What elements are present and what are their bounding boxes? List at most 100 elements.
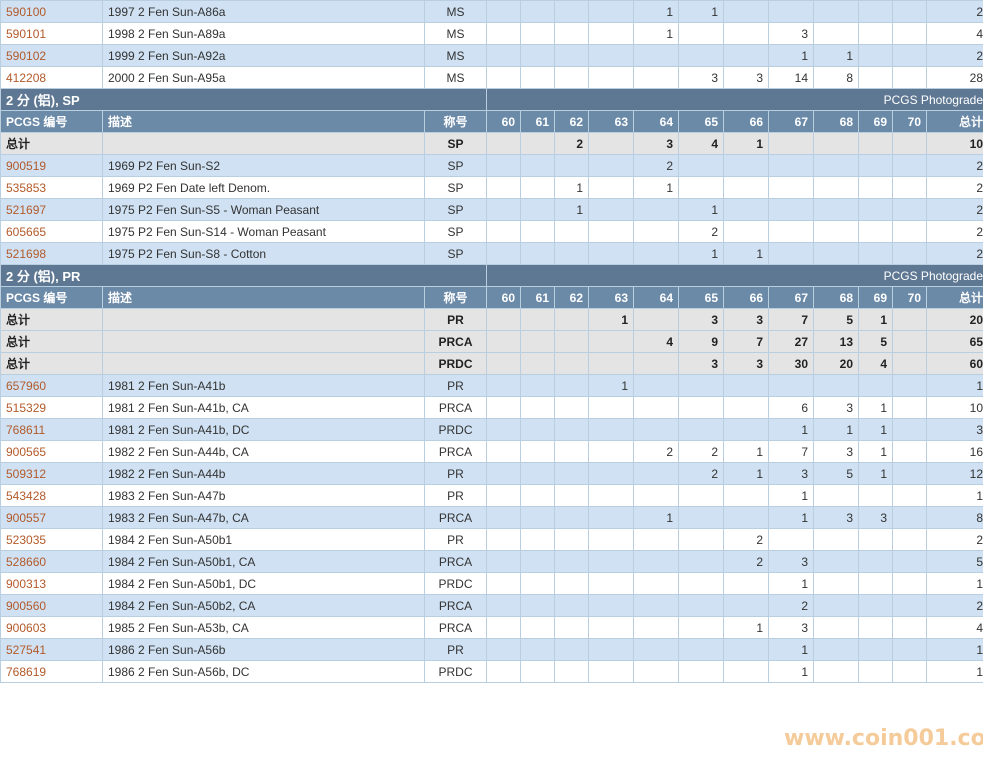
grade-count-cell [892,484,927,507]
grade-count-cell [892,594,927,617]
grade-count-cell [633,242,679,265]
totals-grade-cell [588,330,634,353]
pcgs-number-link[interactable]: 590101 [6,26,47,41]
pcgs-number-cell: 900565 [0,440,103,463]
grade-count-cell: 1 [554,198,589,221]
table-row: 768611 1981 2 Fen Sun-A41b, DC PRDC 1 1 1 3 [0,418,983,441]
description-cell: 1982 2 Fen Sun-A44b [102,462,425,485]
grade-count-cell [892,528,927,551]
grade-count-cell [723,44,769,67]
pcgs-number-link[interactable]: 900557 [6,510,47,525]
totals-grade-cell: 3 [723,308,769,331]
grade-count-cell [678,528,724,551]
grade-count-cell [633,594,679,617]
totals-row: 总计 PRDC 3 3 30 20 4 60 [0,352,983,375]
column-header-grade: 69 [858,286,893,309]
grade-count-cell [486,22,521,45]
totals-grade-cell [813,132,859,155]
pcgs-number-link[interactable]: 412208 [6,70,47,85]
pcgs-number-link[interactable]: 521698 [6,246,47,261]
designation-cell: PR [424,484,487,507]
pcgs-number-link[interactable]: 768611 [6,422,46,437]
grade-count-cell [768,0,814,23]
table-row: 900603 1985 2 Fen Sun-A53b, CA PRCA 1 3 4 [0,616,983,639]
pcgs-number-link[interactable]: 509312 [6,466,47,481]
grade-count-cell: 1 [858,462,893,485]
totals-grade-cell: 1 [723,132,769,155]
totals-grade-cell: 1 [588,308,634,331]
pcgs-number-cell: 412208 [0,66,103,89]
pcgs-number-link[interactable]: 527541 [6,642,47,657]
grade-count-cell [588,22,634,45]
grade-count-cell [588,484,634,507]
grade-count-cell [520,220,555,243]
grade-count-cell [723,506,769,529]
grade-count-cell [892,550,927,573]
pcgs-number-link[interactable]: 535853 [6,180,47,195]
pcgs-number-link[interactable]: 521697 [6,202,47,217]
section-title: 2 分 (铝), SP [0,88,487,111]
grade-count-cell: 3 [813,440,859,463]
totals-grade-cell: 7 [723,330,769,353]
pcgs-number-link[interactable]: 605665 [6,224,47,239]
description-cell: 1984 2 Fen Sun-A50b2, CA [102,594,425,617]
grade-count-cell [520,66,555,89]
totals-grade-cell: 9 [678,330,724,353]
column-header-grade: 63 [588,286,634,309]
grade-count-cell [813,176,859,199]
section-header: 2 分 (铝), SP PCGS Photograde [0,88,983,111]
description-cell: 1984 2 Fen Sun-A50b1, CA [102,550,425,573]
photograde-link[interactable]: PCGS Photograde [486,88,983,111]
grade-count-cell [858,22,893,45]
totals-grade-cell [520,132,555,155]
pcgs-number-link[interactable]: 900519 [6,158,47,173]
pcgs-number-link[interactable]: 768619 [6,664,47,679]
designation-cell: MS [424,66,487,89]
grade-count-cell [520,594,555,617]
grade-count-cell [554,66,589,89]
grade-count-cell [633,528,679,551]
pcgs-number-link[interactable]: 528660 [6,554,47,569]
pcgs-number-link[interactable]: 523035 [6,532,47,547]
pcgs-number-cell: 509312 [0,462,103,485]
grade-count-cell [858,484,893,507]
grade-count-cell [554,572,589,595]
description-cell: 1981 2 Fen Sun-A41b, DC [102,418,425,441]
row-total-cell: 2 [926,198,983,221]
pcgs-number-link[interactable]: 515329 [6,400,47,415]
totals-grade-cell: 30 [768,352,814,375]
grade-count-cell [486,638,521,661]
grade-count-cell [858,550,893,573]
grade-count-cell [520,242,555,265]
pcgs-number-link[interactable]: 590100 [6,4,47,19]
pcgs-number-link[interactable]: 590102 [6,48,47,63]
grade-count-cell [723,0,769,23]
description-cell: 1983 2 Fen Sun-A47b, CA [102,506,425,529]
population-table-body: 590100 1997 2 Fen Sun-A86a MS 1 1 2 590101 1998… [0,0,983,683]
pcgs-number-link[interactable]: 900560 [6,598,47,613]
totals-spacer [102,308,425,331]
table-row: 528660 1984 2 Fen Sun-A50b1, CA PRCA 2 3 5 [0,550,983,573]
totals-grade-cell [892,132,927,155]
pcgs-number-link[interactable]: 543428 [6,488,47,503]
pcgs-number-cell: 768619 [0,660,103,683]
grade-count-cell [813,638,859,661]
pcgs-number-link[interactable]: 900603 [6,620,47,635]
grade-count-cell [520,198,555,221]
grade-count-cell [892,220,927,243]
column-header-designation: 称号 [424,110,487,133]
pcgs-number-cell: 900313 [0,572,103,595]
designation-cell: PRCA [424,506,487,529]
table-row: 535853 1969 P2 Fen Date left Denom. SP 1 1 2 [0,176,983,199]
pcgs-number-link[interactable]: 900565 [6,444,47,459]
grade-count-cell [554,484,589,507]
photograde-link[interactable]: PCGS Photograde [486,264,983,287]
grade-count-cell [768,220,814,243]
grade-count-cell [554,594,589,617]
grade-count-cell [858,176,893,199]
grade-count-cell [723,594,769,617]
pcgs-number-link[interactable]: 900313 [6,576,47,591]
column-header-grade: 61 [520,110,555,133]
grade-count-cell [858,198,893,221]
pcgs-number-link[interactable]: 657960 [6,378,47,393]
